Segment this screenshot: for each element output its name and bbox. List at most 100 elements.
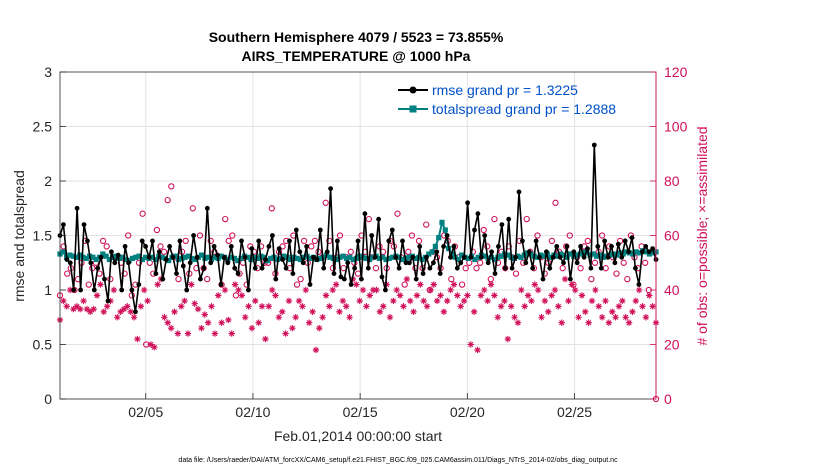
y-left-tick-label: 0.5: [33, 337, 53, 353]
assimilated-obs-point: [369, 286, 377, 294]
rmse-point: [465, 200, 470, 206]
rmse-point: [146, 254, 152, 260]
rmse-point: [585, 246, 590, 252]
assimilated-obs-point: [154, 281, 161, 288]
y-left-tick-label: 1.5: [33, 228, 53, 244]
totalspread-point: [347, 254, 353, 260]
possible-obs-point: [584, 237, 591, 245]
rmse-point: [187, 260, 193, 266]
totalspread-point: [587, 252, 593, 258]
possible-obs-point: [620, 259, 627, 266]
totalspread-point: [106, 256, 112, 263]
rmse-point: [133, 309, 138, 315]
possible-obs-point: [336, 232, 344, 239]
assimilated-obs-point: [609, 308, 616, 315]
possible-obs-point: [523, 215, 530, 223]
assimilated-obs-point: [541, 297, 549, 305]
rmse-point: [437, 271, 443, 276]
possible-obs-point: [448, 275, 455, 283]
assimilated-obs-point: [619, 297, 626, 305]
assimilated-obs-point: [66, 286, 74, 294]
rmse-point: [622, 238, 628, 244]
totalspread-point: [218, 253, 224, 259]
rmse-point: [126, 260, 131, 266]
totalspread-point: [159, 254, 165, 260]
assimilated-obs-point: [501, 297, 508, 305]
totalspread-point: [633, 249, 639, 255]
rmse-point: [533, 238, 539, 244]
assimilated-obs-point: [63, 303, 70, 310]
assimilated-obs-point: [447, 286, 454, 294]
assimilated-obs-point: [497, 303, 505, 310]
assimilated-obs-point: [477, 292, 485, 299]
rmse-point: [307, 282, 313, 287]
possible-obs-point: [225, 237, 232, 245]
assimilated-obs-point: [582, 308, 589, 315]
rmse-point: [372, 254, 378, 260]
assimilated-obs-point: [309, 308, 316, 315]
rmse-point: [129, 287, 135, 293]
assimilated-obs-point: [511, 314, 518, 321]
rmse-point: [444, 233, 450, 238]
assimilated-obs-point: [316, 324, 323, 332]
assimilated-obs-point: [437, 292, 444, 299]
rmse-point: [345, 260, 351, 266]
rmse-point: [246, 287, 251, 293]
rmse-point: [396, 265, 402, 271]
totalspread-point: [581, 249, 587, 255]
rmse-point: [88, 260, 94, 266]
rmse-point: [359, 276, 364, 282]
x-tick-label: 02/15: [343, 404, 378, 420]
totalspread-point: [636, 250, 643, 256]
assimilated-obs-point: [531, 281, 538, 288]
assimilated-obs-point: [629, 308, 636, 315]
totalspread-point: [235, 258, 241, 264]
rmse-point: [564, 244, 570, 249]
assimilated-obs-point: [508, 303, 515, 310]
assimilated-obs-point: [83, 305, 91, 313]
possible-obs-point: [566, 232, 573, 239]
assimilated-obs-point: [413, 292, 421, 299]
rmse-point: [379, 274, 385, 280]
rmse-point: [105, 298, 111, 304]
totalspread-point: [307, 255, 313, 261]
possible-obs-point: [232, 292, 240, 299]
totalspread-point: [245, 254, 251, 260]
rmse-point: [540, 276, 546, 282]
assimilated-obs-point: [433, 297, 441, 305]
totalspread-point: [317, 255, 323, 261]
rmse-point: [180, 263, 186, 269]
totalspread-point: [294, 255, 300, 261]
possible-obs-point: [484, 243, 491, 250]
possible-obs-point: [196, 232, 204, 239]
assimilated-obs-point: [201, 311, 208, 318]
assimilated-obs-point: [481, 286, 488, 294]
rmse-point: [605, 254, 611, 260]
assimilated-obs-point: [73, 303, 81, 310]
rmse-point: [174, 271, 179, 276]
assimilated-obs-point: [80, 297, 87, 305]
x-axis-label: Feb.01,2014 00:00:00 start: [274, 428, 442, 444]
totalspread-point: [554, 253, 560, 259]
totalspread-point: [60, 249, 66, 255]
possible-obs-point: [534, 232, 541, 239]
assimilated-obs-point: [423, 303, 431, 310]
legend: rmse grand pr = 1.3225 totalspread grand…: [398, 82, 616, 117]
rmse-point: [256, 238, 262, 244]
assimilated-obs-point: [494, 314, 501, 321]
assimilated-obs-point: [585, 319, 592, 326]
possible-obs-point: [121, 270, 128, 277]
ticks: 0 0.5 1 1.5 2 2.5 3 0 20 40 60 80 100 120 02/05 02/10 02…: [33, 64, 688, 420]
rmse-point: [95, 265, 101, 271]
possible-obs-point: [300, 237, 308, 245]
y-right-tick-label: 60: [664, 228, 680, 244]
rmse-point: [571, 249, 577, 255]
legend-totalspread-label: totalspread grand pr = 1.2888: [432, 101, 616, 117]
totalspread-point: [70, 253, 76, 259]
rmse-point: [615, 241, 621, 247]
totalspread-point: [231, 255, 238, 261]
totalspread-point: [432, 243, 438, 249]
totalspread-point: [90, 254, 96, 260]
rmse-point: [489, 249, 494, 255]
totalspread-point: [133, 254, 139, 260]
